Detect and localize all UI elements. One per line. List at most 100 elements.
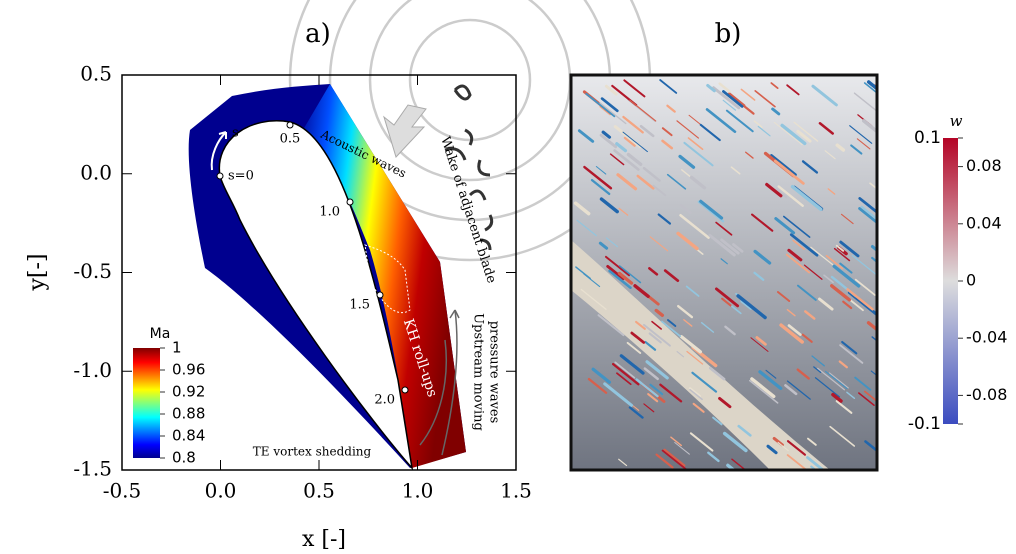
sonic-line [364,244,411,314]
streak [661,139,674,150]
streak [655,453,674,469]
blade [218,120,414,471]
streak [823,274,834,284]
streak [616,173,638,191]
streak [615,142,628,153]
streak [603,382,634,407]
streak [722,431,748,453]
streak [699,123,721,142]
streak [780,123,807,146]
streak [708,233,736,257]
panel-title: b) [715,19,742,49]
streak [825,254,844,270]
wake-vortices [444,84,494,251]
streak [642,166,661,182]
colorbar-tick-label: 0.88 [172,405,205,423]
streak [854,376,872,391]
streak [796,129,812,143]
s-marker-label: s [232,126,239,141]
annotation: Upstream moving [471,313,486,431]
streak [825,370,848,390]
streak [773,159,805,185]
streak [850,144,863,155]
streak [787,248,803,262]
streak [674,441,690,455]
vortex-structures [573,79,877,470]
streak [601,130,612,139]
streak [676,351,685,358]
y-axis-label: y[-] [25,253,50,291]
streak [853,92,877,113]
streak [643,367,659,381]
streak [629,99,657,122]
streak [576,219,597,237]
streak [758,370,783,391]
streak [705,108,737,134]
streak [718,396,732,409]
streak [864,440,877,453]
streak [754,90,776,108]
streak [730,166,741,175]
streak [600,97,619,113]
streak [626,152,643,167]
streak [858,197,877,214]
streak [657,213,672,225]
streak [599,133,618,149]
streak [811,84,838,107]
streak [755,336,767,346]
colorbar-tick-label: 0 [966,271,976,290]
annotation: Wake of adjacent blade [437,135,499,286]
streak [636,174,655,190]
colorbar-tick-label: 0.04 [966,213,1002,232]
streak [785,253,811,274]
streak [583,165,613,190]
streak [661,320,682,338]
streak [647,393,659,403]
colorbar-tick-label: -0.04 [966,328,1007,347]
streak [688,387,702,398]
streak [639,124,655,138]
streak [689,175,707,190]
streak [697,200,725,223]
streak [775,188,788,199]
streak [654,308,665,318]
streak [828,372,849,389]
streak [714,287,740,308]
streak [833,247,851,262]
streak [712,416,723,426]
streak [683,319,693,327]
x-axis-label: x [-] [302,527,346,552]
streak [832,264,861,288]
streak [777,185,804,207]
mach-field [300,84,466,468]
streak [622,131,648,153]
streak [786,454,808,470]
streak [699,199,724,220]
streak [676,120,700,139]
streak [740,299,753,310]
s-marker-label: 1.0 [319,205,340,220]
streak [718,82,731,93]
streak [789,233,819,257]
image-frame [569,73,879,472]
streak [777,441,789,452]
streak [773,121,803,146]
streak [817,367,846,391]
annotation: TE vortex shedding [253,445,372,459]
blade-surface [571,240,830,470]
streak [648,267,659,276]
streak [838,360,848,369]
streak [849,125,873,144]
streak [663,269,680,282]
streak [803,264,823,280]
streak [604,255,631,277]
x-tick-label: 1.0 [402,479,434,503]
streak [786,308,796,317]
streak [618,265,642,284]
streak [707,451,720,463]
streak [858,207,877,225]
streak [605,237,619,248]
streak [652,184,667,197]
streak [786,380,811,400]
streak [722,90,744,108]
